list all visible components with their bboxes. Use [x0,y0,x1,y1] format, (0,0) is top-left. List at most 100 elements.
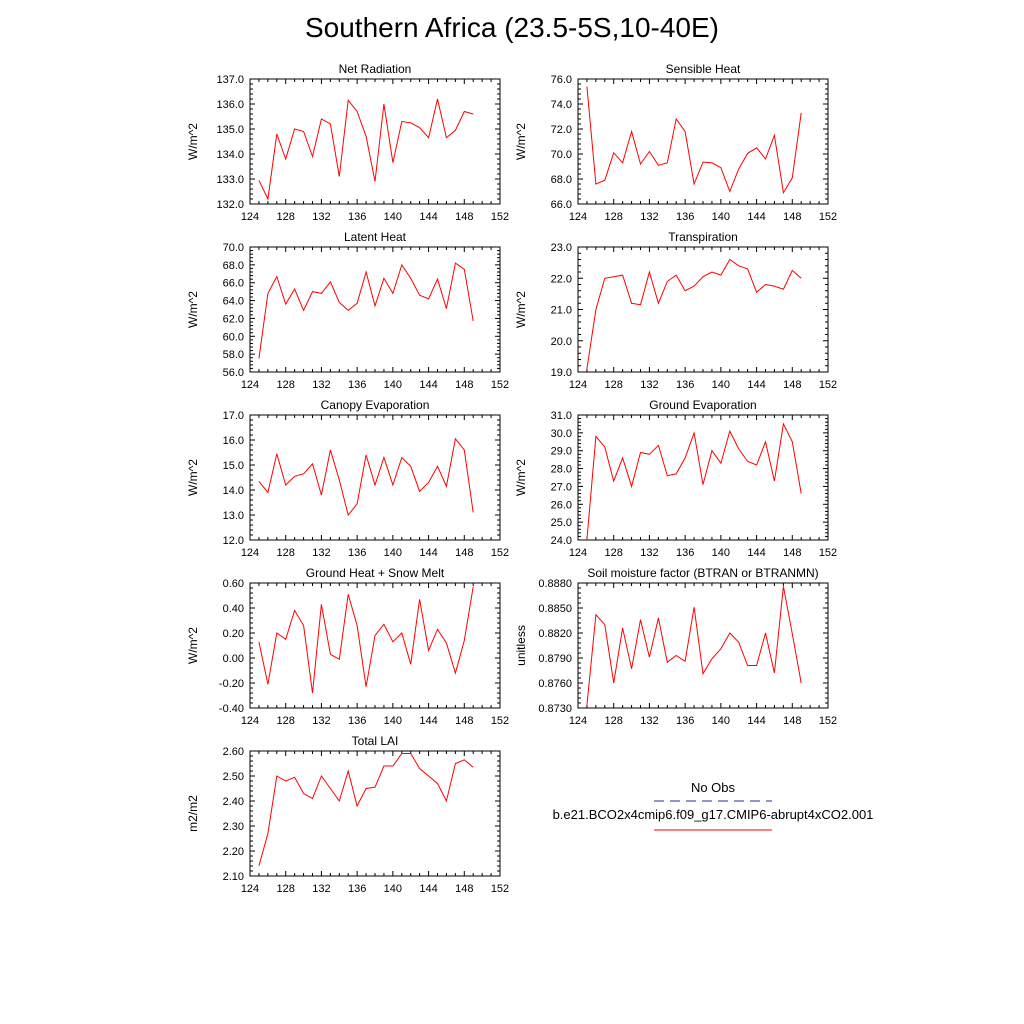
panel-title: Soil moisture factor (BTRAN or BTRANMN) [587,566,818,580]
y-axis-label: W/m^2 [514,291,528,328]
y-tick-label: 70.0 [551,149,572,161]
y-tick-label: 137.0 [216,74,244,86]
y-tick-label: 19.0 [551,367,572,379]
x-tick-label: 148 [455,379,473,391]
x-tick-label: 148 [783,211,801,223]
x-tick-label: 128 [277,883,295,895]
y-tick-label: 70.0 [223,242,244,254]
x-tick-label: 140 [712,211,730,223]
y-tick-label: 72.0 [551,124,572,136]
y-tick-label: 23.0 [551,242,572,254]
y-axis-label: W/m^2 [186,459,200,496]
y-tick-label: 2.60 [223,746,244,758]
y-tick-label: 66.0 [551,199,572,211]
x-tick-label: 148 [455,547,473,559]
x-tick-label: 136 [676,379,694,391]
y-tick-label: 2.40 [223,796,244,808]
y-tick-label: 60.0 [223,331,244,343]
y-tick-label: 134.0 [216,149,244,161]
series-line [258,437,474,517]
panel-4: Transpiration W/m^2 124 128 132 136 140 144 148 1… [514,230,837,391]
y-tick-label: 15.0 [223,460,244,472]
plot-frame [249,246,501,373]
x-tick-label: 152 [491,883,509,895]
panel-3: Latent Heat W/m^2 124 128 132 136 140 144 148 152… [186,230,509,391]
x-tick-label: 140 [384,211,402,223]
y-tick-label: 2.30 [223,821,244,833]
y-tick-label: 0.8790 [538,653,572,665]
legend: No Obs b.e21.BCO2x4cmip6.f09_g17.CMIP6-ab… [553,780,873,831]
x-tick-label: 124 [241,211,259,223]
y-axis-label: W/m^2 [186,291,200,328]
x-tick-label: 144 [747,379,765,391]
x-tick-label: 124 [241,379,259,391]
panel-1: Net Radiation W/m^2 124 128 132 136 140 144 148 1… [186,62,509,223]
x-tick-label: 140 [712,547,730,559]
x-tick-label: 148 [783,715,801,727]
x-tick-label: 128 [277,715,295,727]
plot-frame [249,78,501,205]
y-tick-label: 74.0 [551,99,572,111]
x-tick-label: 132 [312,379,330,391]
panel-title: Latent Heat [344,230,407,244]
series-line [586,86,802,195]
series-line [258,98,474,201]
y-tick-label: 2.50 [223,771,244,783]
y-tick-label: 76.0 [551,74,572,86]
x-tick-label: 152 [491,547,509,559]
plot-frame [249,414,501,541]
y-tick-label: 0.40 [223,603,244,615]
panel-7: Ground Heat + Snow Melt W/m^2 124 128 132 136… [186,566,509,727]
y-tick-label: 29.0 [551,446,572,458]
x-tick-label: 132 [640,547,658,559]
x-tick-label: 124 [569,379,587,391]
panel-2: Sensible Heat W/m^2 124 128 132 136 140 144 148 1… [514,62,837,223]
y-tick-label: 27.0 [551,481,572,493]
x-tick-label: 148 [455,883,473,895]
x-tick-label: 152 [819,379,837,391]
plot-frame [577,582,829,709]
x-tick-label: 132 [312,715,330,727]
y-tick-label: 0.8850 [538,603,572,615]
x-tick-label: 148 [783,379,801,391]
plot-frame [577,246,829,373]
y-tick-label: 68.0 [551,174,572,186]
y-tick-label: 22.0 [551,273,572,285]
series-line [586,586,802,706]
x-tick-label: 140 [384,883,402,895]
y-tick-label: 133.0 [216,174,244,186]
legend-obs-label: No Obs [691,780,736,795]
x-tick-label: 144 [419,211,437,223]
panel-title: Ground Heat + Snow Melt [306,566,445,580]
y-tick-label: 68.0 [223,260,244,272]
y-tick-label: 30.0 [551,428,572,440]
x-tick-label: 128 [277,379,295,391]
x-tick-label: 152 [819,547,837,559]
series-line [258,586,474,694]
y-tick-label: 13.0 [223,510,244,522]
panel-title: Total LAI [352,734,399,748]
x-tick-label: 136 [348,715,366,727]
y-tick-label: 0.60 [223,578,244,590]
x-tick-label: 152 [491,379,509,391]
x-tick-label: 152 [819,715,837,727]
x-tick-label: 152 [491,715,509,727]
y-tick-label: 0.8730 [538,703,572,715]
x-tick-label: 144 [419,883,437,895]
y-tick-label: 132.0 [216,199,244,211]
y-tick-label: 17.0 [223,410,244,422]
panel-title: Ground Evaporation [649,398,756,412]
panel-5: Canopy Evaporation W/m^2 124 128 132 136 140 14… [186,398,509,559]
figure-title: Southern Africa (23.5-5S,10-40E) [304,12,719,43]
x-tick-label: 148 [455,211,473,223]
y-tick-label: 58.0 [223,349,244,361]
x-tick-label: 152 [819,211,837,223]
y-tick-label: 12.0 [223,535,244,547]
y-tick-label: 26.0 [551,499,572,511]
x-tick-label: 144 [419,547,437,559]
x-tick-label: 124 [241,715,259,727]
x-tick-label: 140 [384,379,402,391]
y-tick-label: 135.0 [216,124,244,136]
y-tick-label: -0.40 [219,703,244,715]
y-tick-label: 0.00 [223,653,244,665]
